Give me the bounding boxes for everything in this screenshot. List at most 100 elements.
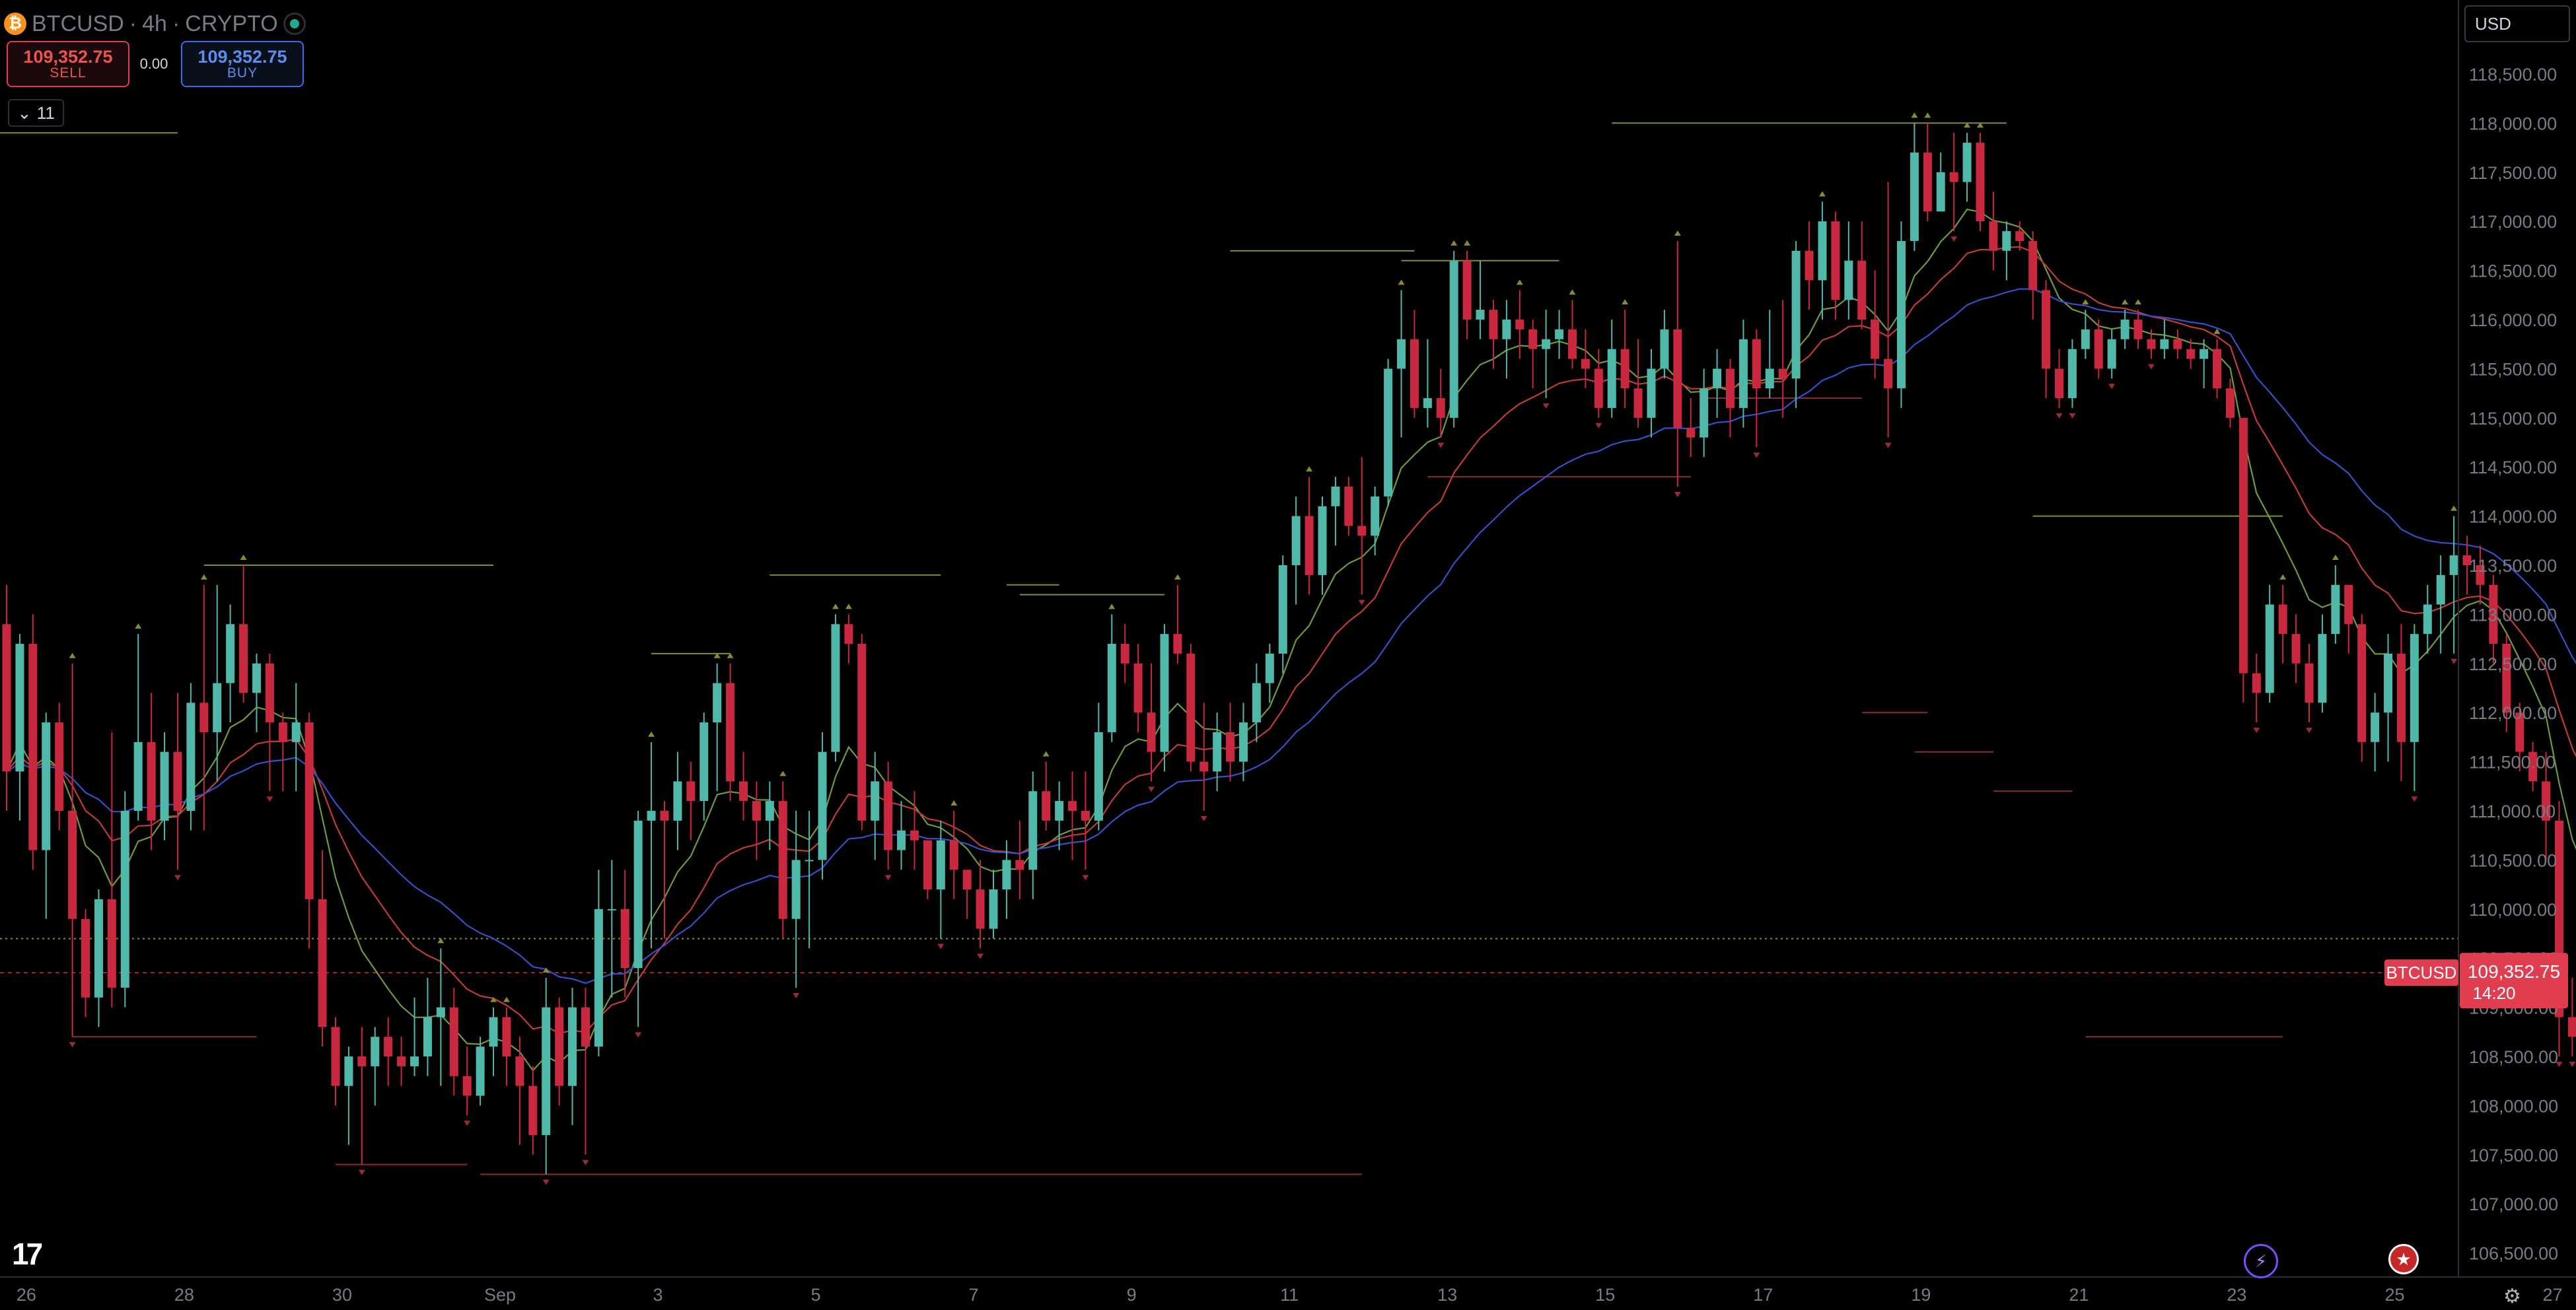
candle: [2067, 339, 2077, 408]
candle-body: [252, 663, 261, 693]
price-tick-label: 108,500.00: [2469, 1047, 2558, 1067]
candle: [2107, 329, 2116, 379]
candle-body: [2357, 624, 2367, 742]
candle-body: [1686, 427, 1696, 438]
candle: [1160, 624, 1169, 772]
time-tick-label: 28: [174, 1285, 194, 1305]
indicators-toggle-button[interactable]: ⌄ 11: [8, 99, 64, 127]
last-price-badge: [2460, 953, 2568, 1009]
candle: [2147, 329, 2156, 359]
candle-body: [2133, 320, 2143, 339]
candle-body: [2489, 584, 2498, 644]
candle-body: [1397, 339, 1406, 369]
candle-body: [2436, 574, 2445, 605]
swing-low-marker: [2556, 1062, 2563, 1067]
candle-body: [1726, 368, 1735, 408]
price-tick-label: 113,500.00: [2469, 556, 2557, 576]
candle-body: [120, 811, 129, 988]
us-flag-icon[interactable]: ★: [2388, 1244, 2419, 1274]
swing-low-marker: [2056, 413, 2063, 419]
candle: [2436, 555, 2445, 654]
swing-low-marker: [2069, 413, 2076, 419]
candle: [1989, 191, 1998, 271]
candle-body: [1778, 368, 1787, 379]
candle-body: [1436, 398, 1445, 418]
candle-body: [1423, 398, 1432, 408]
buy-label: BUY: [227, 65, 258, 81]
symbol-header[interactable]: ₿ BTCUSD · 4h · CRYPTO: [4, 8, 306, 40]
candle-body: [1015, 860, 1024, 870]
candle-body: [1278, 565, 1287, 654]
candle-body: [1291, 516, 1301, 565]
swing-low-marker: [358, 1169, 365, 1175]
candle: [2371, 693, 2380, 772]
candle-body: [2042, 290, 2051, 369]
candle-body: [713, 683, 722, 723]
candle-body: [2252, 673, 2261, 693]
candle-body: [2147, 339, 2156, 349]
candle: [462, 1047, 472, 1116]
swing-high-marker: [1450, 240, 1458, 246]
candle-body: [1673, 329, 1682, 428]
symbol-name[interactable]: BTCUSD: [32, 11, 124, 36]
interval-label[interactable]: 4h: [142, 11, 167, 36]
candle-body: [489, 1017, 498, 1047]
candle-body: [371, 1037, 380, 1066]
candle: [1818, 201, 1827, 320]
tradingview-logo-icon[interactable]: 17: [12, 1237, 43, 1271]
currency-select[interactable]: USD: [2464, 5, 2570, 42]
candle: [2502, 634, 2511, 732]
candle: [844, 614, 853, 664]
candle: [989, 870, 998, 939]
swing-low-marker: [1950, 236, 1958, 242]
lightning-icon[interactable]: ⚡: [2244, 1244, 2278, 1278]
candle-body: [68, 811, 77, 919]
candle-body: [1699, 388, 1709, 438]
candle-body: [752, 801, 761, 821]
candle: [818, 732, 827, 880]
candle: [1055, 781, 1064, 850]
candle: [2002, 221, 2011, 281]
price-tick-label: 112,500.00: [2469, 654, 2557, 674]
candle-body: [884, 781, 893, 850]
candle-body: [1199, 761, 1209, 772]
swing-low-marker: [1148, 786, 1155, 792]
swing-low-marker: [1674, 491, 1681, 497]
candle: [2318, 614, 2327, 713]
swing-low-marker: [2108, 384, 2116, 390]
candle-body: [686, 781, 696, 802]
candle: [1384, 359, 1393, 506]
swing-low-marker: [1595, 423, 1602, 429]
swing-high-marker: [1977, 122, 1984, 128]
candle-body: [739, 781, 748, 802]
swing-high-marker: [503, 996, 510, 1002]
candle-body: [1502, 320, 1511, 339]
candle: [384, 1017, 393, 1086]
candle: [962, 870, 972, 919]
candle-body: [1318, 506, 1327, 575]
candle: [2489, 574, 2498, 664]
candle: [1081, 771, 1090, 870]
candle: [371, 1027, 380, 1106]
candle: [2160, 320, 2169, 359]
candle: [923, 840, 932, 899]
market-status-icon[interactable]: [283, 13, 306, 35]
candle: [107, 732, 116, 1008]
candle-body: [2305, 663, 2314, 703]
symbol-badge: [2384, 959, 2458, 986]
buy-button[interactable]: 109,352.75 BUY: [181, 41, 304, 87]
candle: [252, 653, 261, 732]
candle-body: [633, 820, 643, 969]
candle-body: [133, 741, 143, 811]
candle-body: [2265, 604, 2274, 693]
swing-low-marker: [977, 953, 984, 959]
sell-button[interactable]: 109,352.75 SELL: [7, 41, 129, 87]
candle-body: [647, 811, 656, 821]
moving-averages: [6, 208, 2576, 1072]
settings-gear-icon[interactable]: ⚙: [2503, 1286, 2521, 1307]
candle: [489, 1007, 498, 1076]
candle-body: [1002, 860, 1011, 890]
candle: [133, 634, 143, 821]
candle: [1647, 349, 1656, 438]
